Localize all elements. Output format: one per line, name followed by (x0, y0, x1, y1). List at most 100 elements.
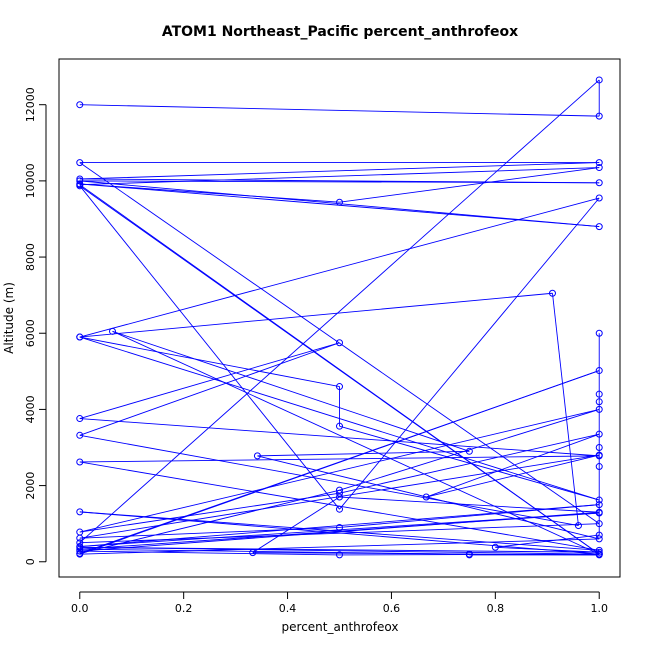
series-line-segment (79, 370, 600, 554)
series-line-segment (252, 496, 340, 554)
data-point (491, 543, 499, 551)
data-point (595, 367, 603, 375)
y-tick-label: 2000 (24, 472, 37, 500)
series-line-segment (79, 492, 340, 533)
x-axis: 0.0 0.2 0.4 0.6 0.8 1.0 (71, 591, 608, 615)
series-line-segment (79, 408, 600, 533)
series-line-segment (552, 293, 579, 526)
data-point (76, 159, 84, 167)
data-point (595, 546, 603, 554)
series-line-segment (79, 455, 600, 463)
y-tick-label: 8000 (24, 243, 37, 271)
x-axis-label: percent_anthrofeox (282, 620, 399, 634)
series-line-segment (79, 546, 600, 553)
series-line-segment (79, 183, 340, 203)
series-line-segment (339, 553, 600, 556)
data-point (76, 547, 84, 555)
series-line-segment (79, 418, 600, 457)
data-point (548, 289, 556, 297)
series-line-segment (339, 167, 600, 203)
data-point (595, 496, 603, 504)
y-tick-label: 4000 (24, 395, 37, 423)
data-point (76, 333, 84, 341)
data-point (76, 534, 84, 542)
x-tick-label: 0.2 (175, 602, 193, 615)
data-point (595, 159, 603, 167)
series-line-segment (339, 425, 600, 501)
data-point (595, 390, 603, 398)
data-point (76, 543, 84, 551)
series-line-segment (426, 433, 600, 498)
y-tick-label: 0 (24, 558, 37, 565)
series-line-segment (79, 185, 600, 555)
data-point (595, 194, 603, 202)
data-point (253, 452, 261, 460)
x-tick-label: 0.6 (383, 602, 401, 615)
series-line-segment (495, 534, 600, 548)
data-point (595, 501, 603, 509)
data-point (595, 463, 603, 471)
series-points (76, 76, 603, 559)
series-line-segment (79, 104, 600, 117)
series-line-segment (339, 496, 600, 513)
data-point (595, 430, 603, 438)
series-line-segment (79, 342, 340, 436)
series-line-segment (257, 455, 600, 540)
data-point (336, 551, 343, 559)
series-line-segment (79, 434, 579, 527)
data-point (336, 198, 343, 206)
series-line-segment (79, 79, 600, 544)
y-tick-label: 6000 (24, 319, 37, 347)
y-axis-label: Altitude (m) (2, 282, 16, 354)
data-point (595, 164, 603, 172)
data-point (595, 179, 603, 187)
x-tick-label: 0.4 (279, 602, 297, 615)
data-point (336, 486, 343, 494)
series-line-segment (79, 167, 600, 186)
data-point (595, 223, 603, 231)
data-point (595, 548, 603, 556)
series-line-segment (339, 408, 600, 491)
series-line-segment (112, 330, 470, 452)
series-line-segment (79, 538, 600, 555)
data-point (336, 505, 343, 513)
series-line-segment (495, 546, 600, 553)
series-line-segment (79, 336, 600, 501)
chart-title: ATOM1 Northeast_Pacific percent_anthrofe… (162, 24, 518, 40)
data-point (595, 535, 603, 543)
data-point (336, 523, 343, 531)
data-point (76, 431, 84, 439)
data-point (465, 551, 473, 559)
series-line-segment (79, 504, 600, 547)
data-point (595, 405, 603, 413)
data-point (336, 383, 343, 391)
data-point (595, 398, 603, 406)
series-line-segment (79, 180, 600, 184)
plot-frame (58, 58, 621, 578)
series-line-segment (79, 550, 340, 556)
series-line-segment (79, 180, 600, 228)
y-axis: 0 2000 4000 6000 8000 10000 12000 (24, 87, 47, 565)
data-point (76, 177, 84, 185)
data-point (574, 522, 582, 530)
y-tick-label: 12000 (24, 87, 37, 122)
data-point (76, 508, 84, 516)
data-point (109, 327, 117, 335)
data-point (595, 329, 603, 337)
series-line-segment (79, 336, 340, 388)
data-point (336, 489, 343, 497)
data-point (595, 550, 603, 558)
data-point (249, 549, 257, 557)
series-line-segment (112, 330, 600, 555)
series-line-segment (79, 162, 600, 180)
x-tick-label: 1.0 (590, 602, 608, 615)
data-point (595, 520, 603, 528)
data-point (76, 101, 84, 109)
data-point (422, 493, 430, 501)
series-line-segment (79, 292, 553, 338)
data-point (336, 339, 343, 347)
data-point (336, 422, 343, 430)
y-tick-label: 10000 (24, 163, 37, 198)
x-tick-label: 0.8 (487, 602, 505, 615)
